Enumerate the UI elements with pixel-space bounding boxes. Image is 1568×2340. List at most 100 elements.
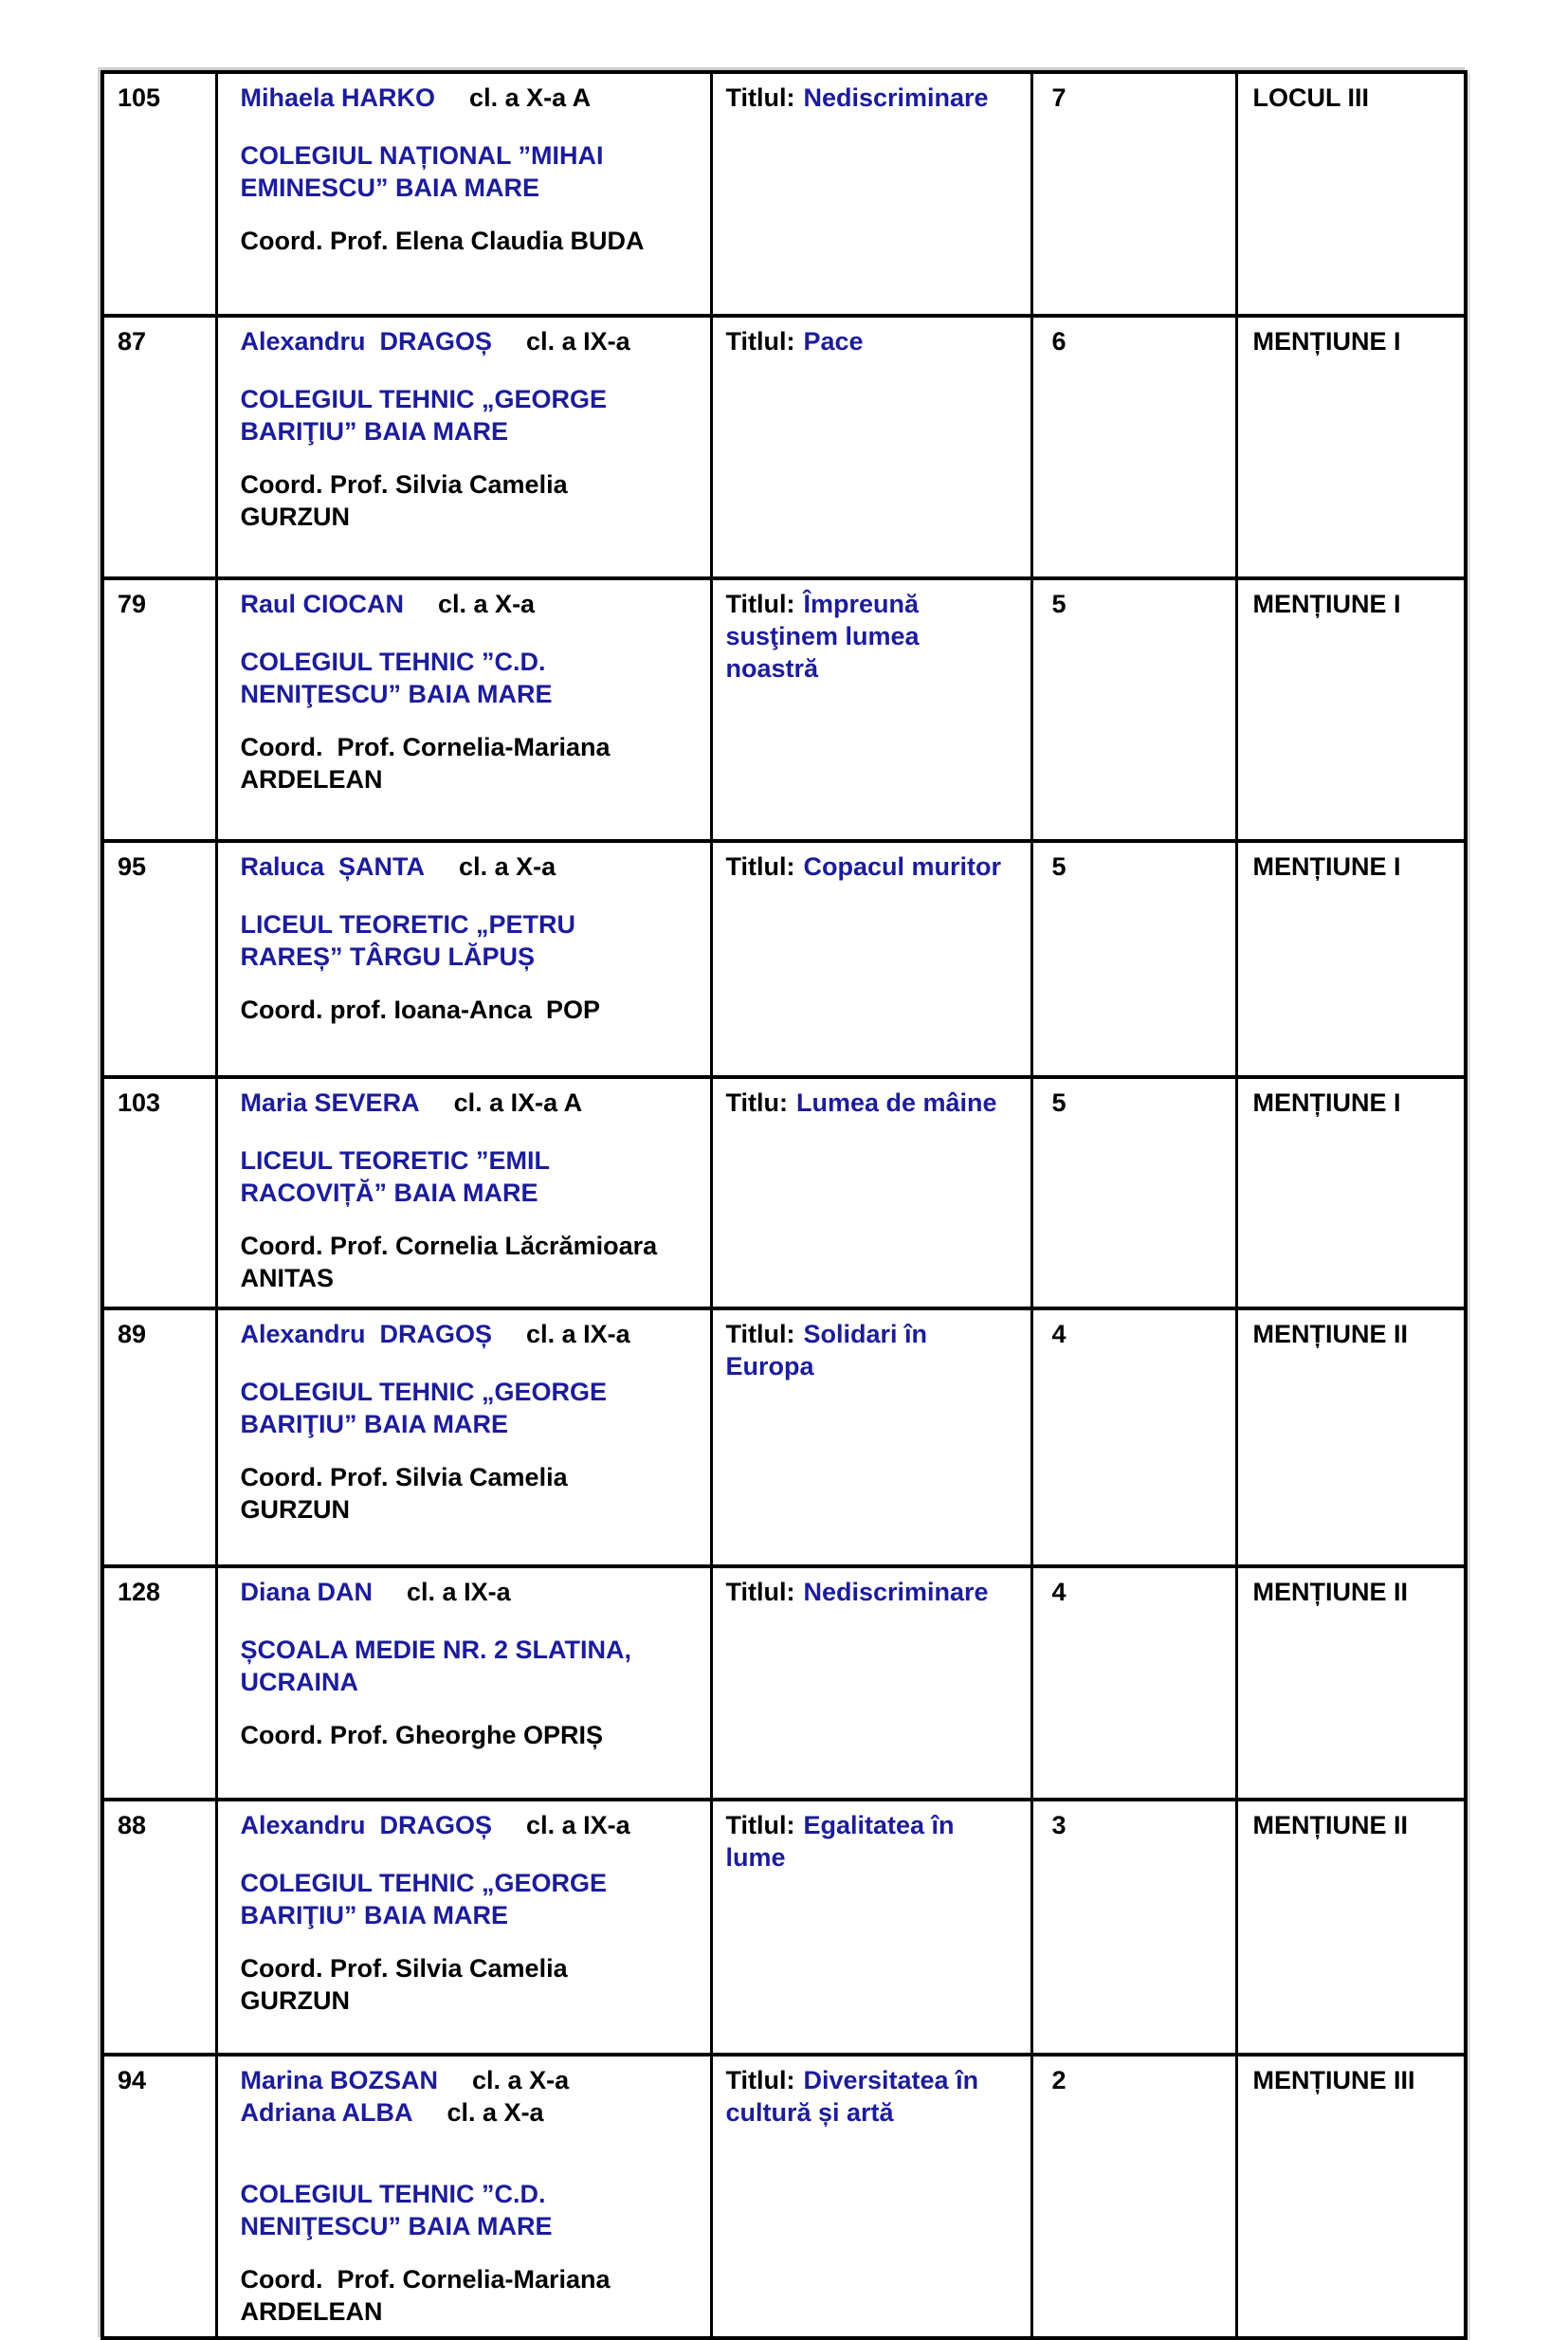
title-text: Nediscriminare	[803, 83, 989, 112]
class-label: cl. a X-a	[438, 590, 536, 618]
award: MENȚIUNE II	[1252, 1578, 1409, 1606]
student-lines: Alexandru DRAGOȘ cl. a IX-a	[241, 1318, 701, 1350]
score: 4	[1051, 1578, 1067, 1606]
table-row: 105 Mihaela HARKO cl. a X-a A COLEGIUL NA…	[100, 70, 1468, 318]
entry-number: 103	[118, 1088, 161, 1117]
title-text: Diversitatea în cultură și artă	[725, 2066, 979, 2127]
student-name: Alexandru DRAGOȘ	[240, 1320, 493, 1348]
student-line: Raluca ȘANTA cl. a X-a	[241, 850, 701, 883]
table-row: 103 Maria SEVERA cl. a IX-a A LICEUL TEOR…	[100, 1075, 1468, 1310]
title-label: Titlul:	[725, 1578, 795, 1606]
school-name: COLEGIUL TEHNIC „GEORGE BARIŢIU” BAIA MA…	[240, 385, 608, 446]
coordinator: Coord. Prof. Gheorghe OPRIȘ	[240, 1721, 604, 1749]
entry-number: 128	[118, 1578, 161, 1606]
award: MENȚIUNE II	[1252, 1811, 1409, 1839]
class-label: cl. a IX-a	[407, 1578, 511, 1606]
student-line: Alexandru DRAGOȘ cl. a IX-a	[241, 1809, 701, 1841]
student-name: Alexandru DRAGOȘ	[240, 1811, 493, 1839]
student-name: Raluca ȘANTA	[240, 852, 426, 881]
title-text: Egalitatea în lume	[725, 1811, 955, 1872]
table-row: 87 Alexandru DRAGOȘ cl. a IX-a COLEGIUL T…	[100, 314, 1468, 580]
table-row: 89 Alexandru DRAGOȘ cl. a IX-a COLEGIUL T…	[100, 1307, 1468, 1568]
student-line: Adriana ALBA cl. a X-a	[241, 2096, 701, 2129]
student-lines: Raluca ȘANTA cl. a X-a	[241, 850, 701, 883]
entry-number: 88	[118, 1811, 147, 1839]
student-line: Marina BOZSAN cl. a X-a	[241, 2064, 701, 2096]
coordinator: Coord. Prof. Silvia Camelia GURZUN	[240, 1954, 568, 2015]
student-line: Alexandru DRAGOȘ cl. a IX-a	[241, 1318, 701, 1350]
coordinator: Coord. Prof. Silvia Camelia GURZUN	[240, 1463, 568, 1524]
award: MENȚIUNE II	[1252, 1320, 1409, 1348]
score: 4	[1051, 1320, 1067, 1348]
award: LOCUL III	[1252, 83, 1370, 112]
class-label: cl. a IX-a	[526, 1811, 630, 1839]
title-line: Titlu: Lumea de mâine	[726, 1087, 1025, 1119]
school-name: COLEGIUL TEHNIC ”C.D. NENIŢESCU” BAIA MA…	[240, 2180, 553, 2240]
table-row: 94 Marina BOZSAN cl. a X-a Adriana ALBA cl…	[100, 2053, 1468, 2340]
table-row: 88 Alexandru DRAGOȘ cl. a IX-a COLEGIUL T…	[100, 1798, 1468, 2057]
title-text: Pace	[803, 327, 864, 356]
title-label: Titlul:	[725, 590, 795, 618]
results-table: 105 Mihaela HARKO cl. a X-a A COLEGIUL NA…	[100, 70, 1468, 2340]
score: 7	[1051, 83, 1067, 112]
score: 5	[1051, 1088, 1067, 1117]
class-label: cl. a IX-a	[526, 327, 630, 356]
title-label: Titlul:	[725, 327, 795, 356]
school-name: COLEGIUL TEHNIC ”C.D. NENIŢESCU” BAIA MA…	[240, 648, 553, 708]
student-lines: Maria SEVERA cl. a IX-a A	[241, 1087, 701, 1119]
entry-number: 79	[118, 590, 147, 618]
entry-number: 87	[118, 327, 147, 356]
coordinator: Coord. Prof. Silvia Camelia GURZUN	[240, 470, 568, 531]
award: MENȚIUNE I	[1252, 852, 1401, 881]
award: MENȚIUNE III	[1252, 2066, 1415, 2094]
school-name: COLEGIUL NAȚIONAL ”MIHAI EMINESCU” BAIA …	[240, 141, 604, 202]
title-text: Nediscriminare	[803, 1578, 989, 1606]
title-label: Titlul:	[725, 2066, 795, 2094]
coordinator: Coord. Prof. Elena Claudia BUDA	[240, 227, 645, 255]
student-line: Diana DAN cl. a IX-a	[241, 1576, 701, 1608]
student-lines: Alexandru DRAGOȘ cl. a IX-a	[241, 325, 701, 357]
entry-number: 105	[118, 83, 161, 112]
score: 5	[1051, 852, 1067, 881]
school-name: COLEGIUL TEHNIC „GEORGE BARIŢIU” BAIA MA…	[240, 1378, 608, 1438]
student-name: Adriana ALBA	[240, 2098, 413, 2127]
class-label: cl. a X-a	[447, 2098, 544, 2127]
coordinator: Coord. Prof. Cornelia-Mariana ARDELEAN	[240, 2265, 611, 2326]
student-line: Mihaela HARKO cl. a X-a A	[241, 82, 701, 114]
student-lines: Marina BOZSAN cl. a X-a Adriana ALBA cl. a…	[241, 2064, 701, 2129]
coordinator: Coord. Prof. Cornelia Lăcrămioara ANITAS	[240, 1232, 658, 1292]
class-label: cl. a X-a	[472, 2066, 570, 2094]
award: MENȚIUNE I	[1252, 1088, 1401, 1117]
student-name: Marina BOZSAN	[240, 2066, 439, 2094]
student-name: Raul CIOCAN	[240, 590, 405, 618]
class-label: cl. a IX-a	[526, 1320, 630, 1348]
title-text: Copacul muritor	[803, 852, 1001, 881]
title-line: Titlul: Nediscriminare	[726, 1576, 1025, 1608]
student-name: Mihaela HARKO	[240, 83, 436, 112]
class-label: cl. a IX-a A	[453, 1088, 583, 1117]
table-row: 95 Raluca ȘANTA cl. a X-a LICEUL TEORETIC…	[100, 839, 1468, 1079]
score: 5	[1051, 590, 1067, 618]
coordinator: Coord. Prof. Cornelia-Mariana ARDELEAN	[240, 733, 611, 794]
title-text: Lumea de mâine	[795, 1088, 997, 1117]
entry-number: 94	[118, 2066, 147, 2094]
title-line: Titlul: Copacul muritor	[726, 850, 1025, 883]
award: MENȚIUNE I	[1252, 327, 1401, 356]
student-line: Alexandru DRAGOȘ cl. a IX-a	[241, 325, 701, 357]
student-name: Alexandru DRAGOȘ	[240, 327, 493, 356]
student-lines: Alexandru DRAGOȘ cl. a IX-a	[241, 1809, 701, 1841]
student-lines: Raul CIOCAN cl. a X-a	[241, 588, 701, 620]
student-line: Raul CIOCAN cl. a X-a	[241, 588, 701, 620]
score: 2	[1051, 2066, 1067, 2094]
title-text: Împreună susţinem lumea noastră	[725, 590, 920, 683]
title-label: Titlul:	[725, 1320, 795, 1348]
school-name: ȘCOALA MEDIE NR. 2 SLATINA, UCRAINA	[240, 1636, 632, 1696]
table-row: 128 Diana DAN cl. a IX-a ȘCOALA MEDIE NR.…	[100, 1564, 1468, 1801]
class-label: cl. a X-a A	[469, 83, 592, 112]
award: MENȚIUNE I	[1252, 590, 1401, 618]
coordinator: Coord. prof. Ioana-Anca POP	[240, 996, 601, 1024]
title-line: Titlul: Împreună susţinem lumea noastră	[726, 588, 1025, 685]
student-name: Maria SEVERA	[240, 1088, 420, 1117]
title-line: Titlul: Solidari în Europa	[726, 1318, 1025, 1382]
entry-number: 95	[118, 852, 147, 881]
